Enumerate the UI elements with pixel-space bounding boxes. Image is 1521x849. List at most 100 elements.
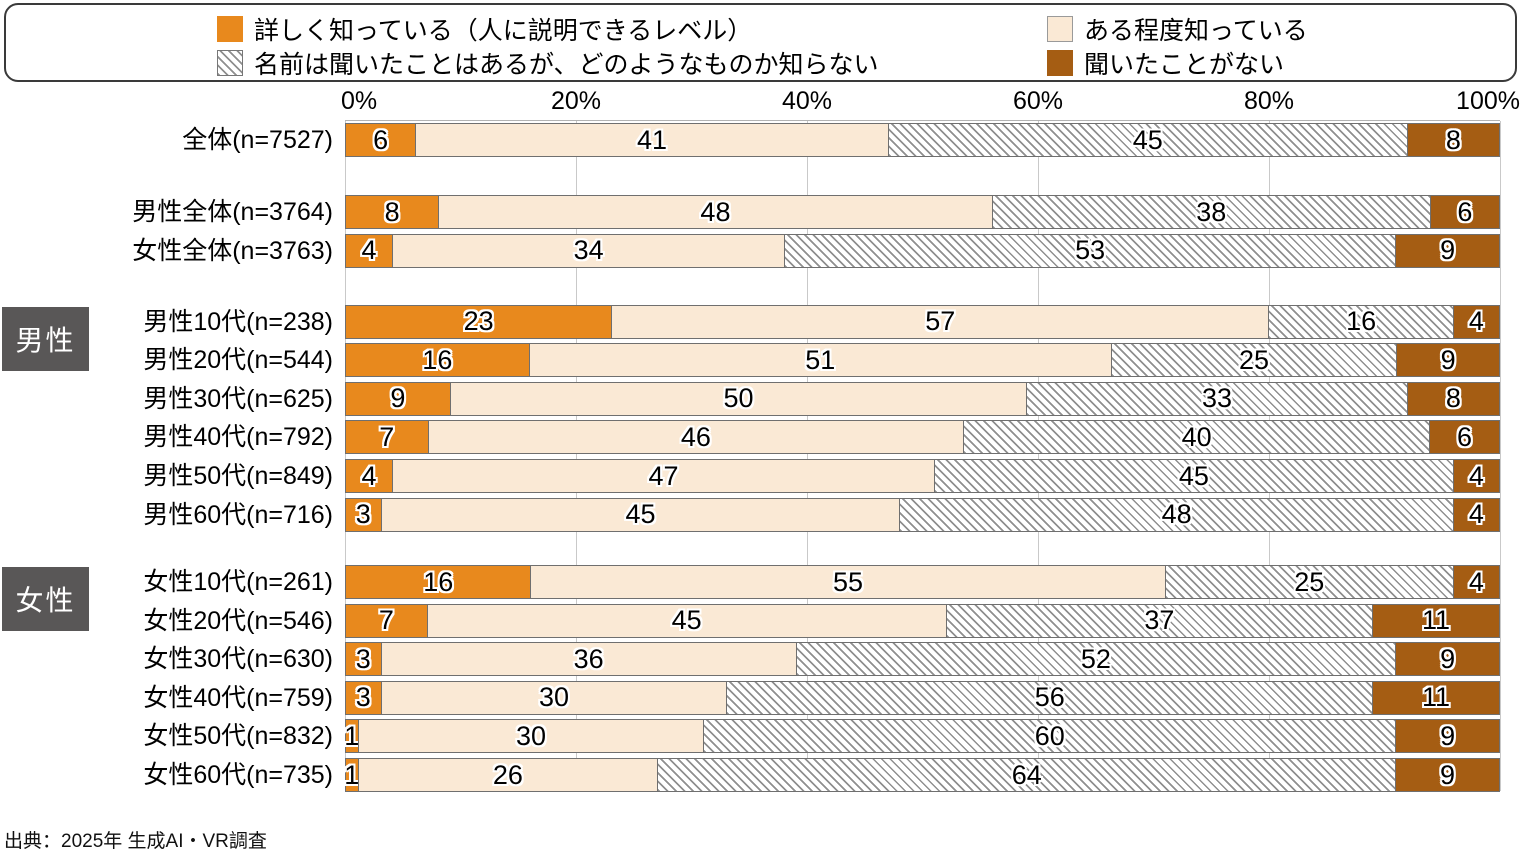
bar-segment-detail: 1 xyxy=(344,759,360,791)
legend-item-name-only: 名前は聞いたことはあるが、どのようなものか知らない xyxy=(217,49,879,79)
bar-segment-detail: 16 xyxy=(346,344,529,377)
stacked-bar: 8 48 38 6 xyxy=(345,195,1500,229)
legend-label-some: ある程度知っている xyxy=(1084,17,1308,45)
bar-segment-never: 11 xyxy=(1372,681,1499,714)
value-label: 56 xyxy=(1034,682,1065,713)
bar-segment-never: 4 xyxy=(1452,305,1499,338)
legend-label-detail: 詳しく知っている（人に説明できるレベル） xyxy=(254,17,753,45)
bar-segment-detail: 16 xyxy=(346,566,531,598)
row-label: 男性全体(n=3764) xyxy=(132,198,333,226)
bar-segment-some: 26 xyxy=(357,759,658,791)
bar-segment-name-only: 45 xyxy=(934,460,1453,492)
bar-segment-never: 11 xyxy=(1372,604,1499,637)
value-label: 3 xyxy=(355,499,371,530)
value-label: 38 xyxy=(1196,196,1227,227)
stacked-bar: 16 55 25 4 xyxy=(345,565,1500,599)
bar-segment-detail: 3 xyxy=(346,681,381,714)
bar-segment-detail: 9 xyxy=(346,382,450,415)
value-label: 9 xyxy=(1440,720,1456,751)
value-label: 8 xyxy=(384,196,400,227)
value-label: 3 xyxy=(355,682,371,713)
value-label: 33 xyxy=(1201,383,1233,414)
row-label: 男性20代(n=544) xyxy=(143,346,333,375)
bar-segment-some: 48 xyxy=(438,196,992,228)
value-label: 6 xyxy=(1457,421,1473,452)
row-label: 女性40代(n=759) xyxy=(143,683,333,712)
bar-segment-some: 30 xyxy=(357,720,704,753)
gridline-80 xyxy=(1269,121,1270,791)
value-label: 16 xyxy=(422,344,453,375)
bar-segment-name-only: 25 xyxy=(1110,344,1397,377)
legend-item-never: 聞いたことがない xyxy=(1047,49,1284,79)
value-label: 4 xyxy=(361,235,377,266)
axis-tick-0: 0% xyxy=(341,87,378,115)
axis-tick-80: 80% xyxy=(1243,87,1295,115)
bar-segment-some: 45 xyxy=(426,604,946,637)
value-label: 41 xyxy=(637,124,668,155)
group-badge-female: 女性 xyxy=(2,567,89,631)
value-label: 64 xyxy=(1011,759,1042,790)
bar-segment-detail: 4 xyxy=(346,460,393,492)
bar-segment-never: 9 xyxy=(1396,344,1499,377)
row-label: 女性30代(n=630) xyxy=(143,645,333,674)
value-label: 8 xyxy=(1445,124,1461,155)
row-label: 男性30代(n=625) xyxy=(143,384,333,413)
value-label: 9 xyxy=(1440,344,1456,375)
bar-segment-name-only: 33 xyxy=(1026,382,1407,415)
bar-segment-detail: 1 xyxy=(344,720,359,753)
value-label: 1 xyxy=(344,759,360,790)
value-label: 16 xyxy=(1346,306,1377,337)
value-label: 45 xyxy=(625,499,656,530)
legend-swatch-name-only-icon xyxy=(217,50,243,76)
bar-segment-some: 30 xyxy=(380,681,727,714)
value-label: 48 xyxy=(700,196,731,227)
value-label: 45 xyxy=(1132,124,1163,155)
value-label: 11 xyxy=(1422,682,1451,713)
bar-segment-some: 51 xyxy=(528,344,1111,377)
value-label: 25 xyxy=(1294,566,1325,597)
group-badge-male: 男性 xyxy=(2,307,89,371)
bar-segment-detail: 7 xyxy=(346,604,427,637)
value-label: 36 xyxy=(573,643,604,674)
stacked-bar: 4 34 53 9 xyxy=(345,233,1500,268)
bar-segment-name-only: 64 xyxy=(657,759,1396,791)
row-label: 男性40代(n=792) xyxy=(143,423,333,452)
bar-segment-never: 9 xyxy=(1395,234,1499,267)
value-label: 23 xyxy=(463,306,494,337)
bar-segment-never: 4 xyxy=(1452,460,1499,492)
value-label: 4 xyxy=(361,460,377,491)
bar-segment-never: 4 xyxy=(1452,498,1499,531)
value-label: 26 xyxy=(492,759,523,790)
row-label: 女性50代(n=832) xyxy=(143,722,333,751)
source-note: 出典：2025年 生成AI・VR調査 xyxy=(4,831,267,849)
bar-segment-some: 34 xyxy=(392,234,785,267)
bar-segment-some: 50 xyxy=(449,382,1027,415)
bar-segment-never: 8 xyxy=(1406,124,1499,156)
bar-segment-name-only: 37 xyxy=(945,604,1373,637)
value-label: 6 xyxy=(373,124,389,155)
value-label: 57 xyxy=(925,306,956,337)
row-label: 男性50代(n=849) xyxy=(143,462,333,490)
legend-label-name-only: 名前は聞いたことはあるが、どのようなものか知らない xyxy=(254,51,879,79)
value-label: 9 xyxy=(1440,643,1456,674)
row-label: 女性60代(n=735) xyxy=(143,761,333,789)
value-label: 16 xyxy=(423,566,454,597)
bar-segment-name-only: 53 xyxy=(784,234,1396,267)
axis-tick-60: 60% xyxy=(1012,87,1064,115)
legend-swatch-some-icon xyxy=(1047,16,1073,42)
value-label: 11 xyxy=(1422,605,1451,636)
bar-segment-name-only: 16 xyxy=(1268,305,1453,338)
bar-segment-never: 6 xyxy=(1429,421,1499,454)
bar-segment-never: 9 xyxy=(1395,720,1499,753)
stacked-bar: 3 45 48 4 xyxy=(345,497,1500,532)
legend-item-some: ある程度知っている xyxy=(1047,15,1308,45)
value-label: 8 xyxy=(1445,383,1461,414)
bar-segment-name-only: 56 xyxy=(726,681,1373,714)
gridline-100 xyxy=(1500,121,1501,791)
value-label: 55 xyxy=(833,566,864,597)
row-label: 女性10代(n=261) xyxy=(143,568,333,596)
stacked-bar: 23 57 16 4 xyxy=(345,304,1500,339)
value-label: 48 xyxy=(1161,499,1192,530)
bar-segment-never: 9 xyxy=(1395,643,1499,676)
